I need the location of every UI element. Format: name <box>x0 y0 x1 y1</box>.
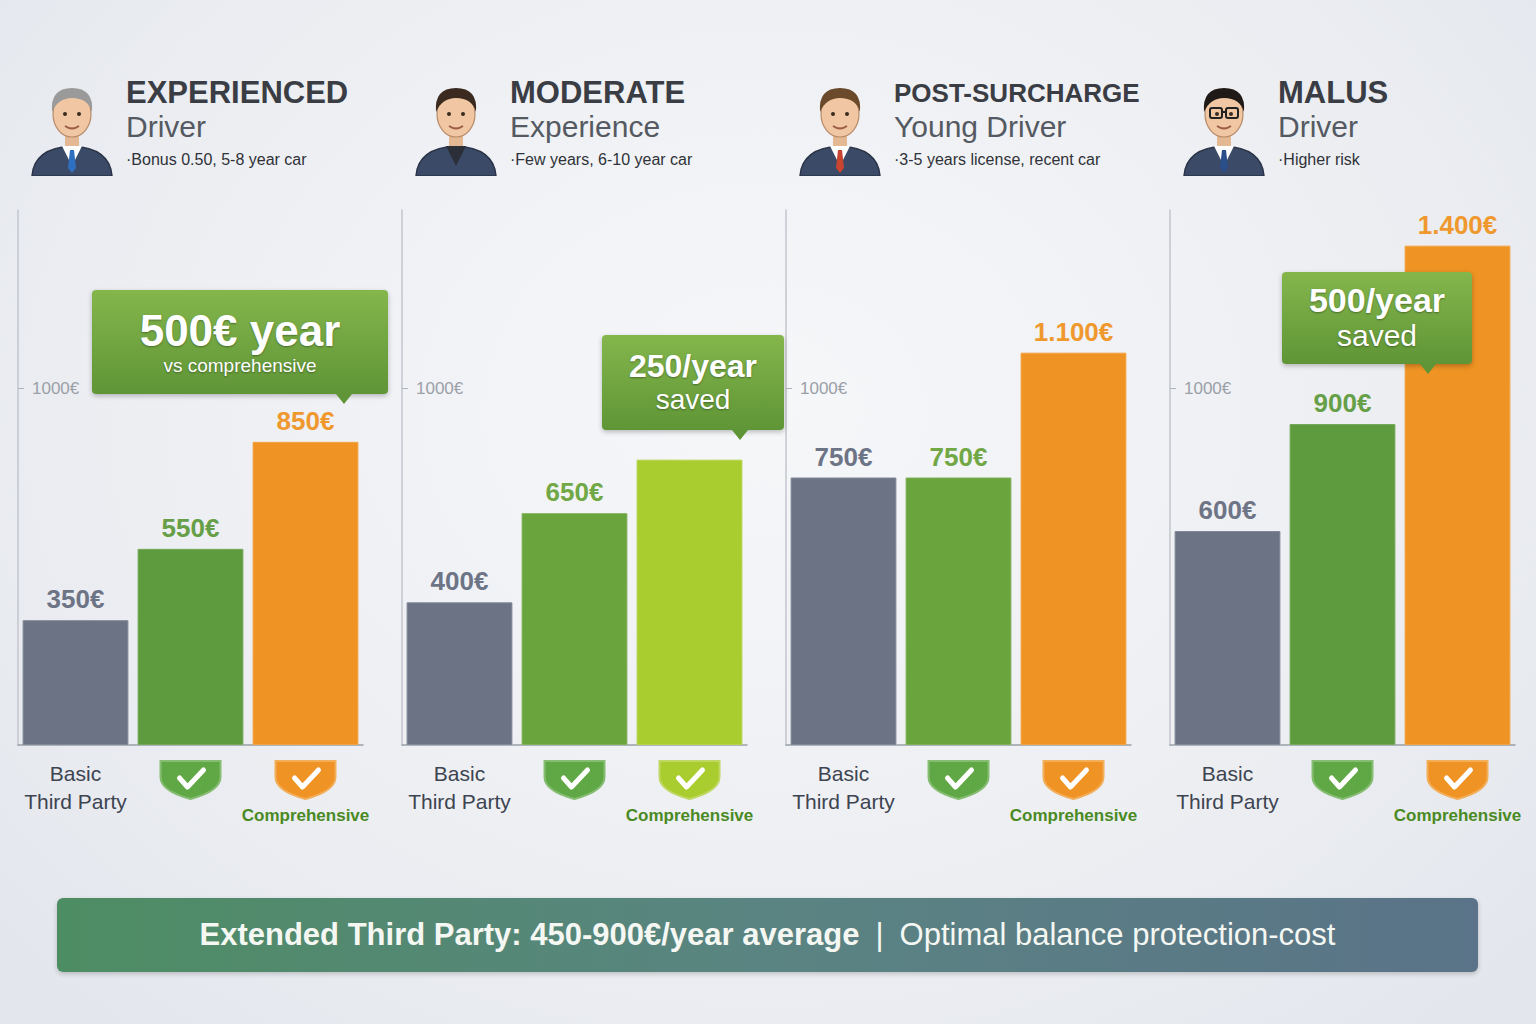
html-text:·3-5 years license, recent car: ·3-5 years license, recent car <box>894 151 1101 168</box>
svg-text:Comprehensive: Comprehensive <box>626 806 754 825</box>
svg-text:750€: 750€ <box>930 442 988 472</box>
svg-text:Comprehensive: Comprehensive <box>1394 806 1522 825</box>
svg-text:1.100€: 1.100€ <box>1034 317 1114 347</box>
svg-text:Third Party: Third Party <box>1176 790 1279 813</box>
html-text:Young Driver: Young Driver <box>894 110 1067 143</box>
html-text:Driver: Driver <box>1278 110 1358 143</box>
html-text:Extended Third Party: 450-900€: Extended Third Party: 450-900€/year aver… <box>199 917 860 952</box>
html-text:saved: saved <box>1337 319 1417 353</box>
svg-text:Comprehensive: Comprehensive <box>242 806 370 825</box>
svg-text:750€: 750€ <box>815 442 873 472</box>
svg-text:350€: 350€ <box>47 584 105 614</box>
html-text:500/year: 500/year <box>1308 281 1446 319</box>
svg-text:1000€: 1000€ <box>416 379 464 398</box>
svg-text:Basic: Basic <box>818 762 869 785</box>
html-text:MALUS: MALUS <box>1278 75 1389 110</box>
html-text:POST-SURCHARGE: POST-SURCHARGE <box>894 78 1140 108</box>
svg-text:1.400€: 1.400€ <box>1418 210 1498 240</box>
html-text:saved: saved <box>655 384 731 415</box>
svg-text:Comprehensive: Comprehensive <box>1010 806 1138 825</box>
html-text:Driver: Driver <box>126 110 206 143</box>
svg-text:550€: 550€ <box>162 513 220 543</box>
html-text:vs comprehensive: vs comprehensive <box>163 355 317 377</box>
svg-text:650€: 650€ <box>546 477 604 507</box>
svg-text:1000€: 1000€ <box>32 379 80 398</box>
svg-text:600€: 600€ <box>1199 495 1257 525</box>
svg-text:Third Party: Third Party <box>792 790 895 813</box>
html-text:500€ year: 500€ year <box>139 305 341 355</box>
svg-text:Third Party: Third Party <box>408 790 511 813</box>
html-text:·Higher risk: ·Higher risk <box>1278 151 1360 168</box>
html-text:EXPERIENCED: EXPERIENCED <box>126 75 349 110</box>
html-text:Optimal balance protection-cos: Optimal balance protection-cost <box>899 917 1336 952</box>
svg-text:Basic: Basic <box>50 762 101 785</box>
html-text:Experience: Experience <box>510 110 661 143</box>
html-text:·Bonus 0.50, 5-8 year car: ·Bonus 0.50, 5-8 year car <box>126 151 307 168</box>
svg-text:900€: 900€ <box>1314 388 1372 418</box>
svg-text:850€: 850€ <box>277 406 335 436</box>
html-text:250/year: 250/year <box>628 347 758 384</box>
svg-text:Basic: Basic <box>1202 762 1253 785</box>
html-text:MODERATE: MODERATE <box>510 75 686 110</box>
html-text:·Few years, 6-10 year car: ·Few years, 6-10 year car <box>510 151 693 168</box>
svg-text:1000€: 1000€ <box>800 379 848 398</box>
svg-text:1000€: 1000€ <box>1184 379 1232 398</box>
svg-text:Basic: Basic <box>434 762 485 785</box>
svg-text:Third Party: Third Party <box>24 790 127 813</box>
svg-text:400€: 400€ <box>431 566 489 596</box>
